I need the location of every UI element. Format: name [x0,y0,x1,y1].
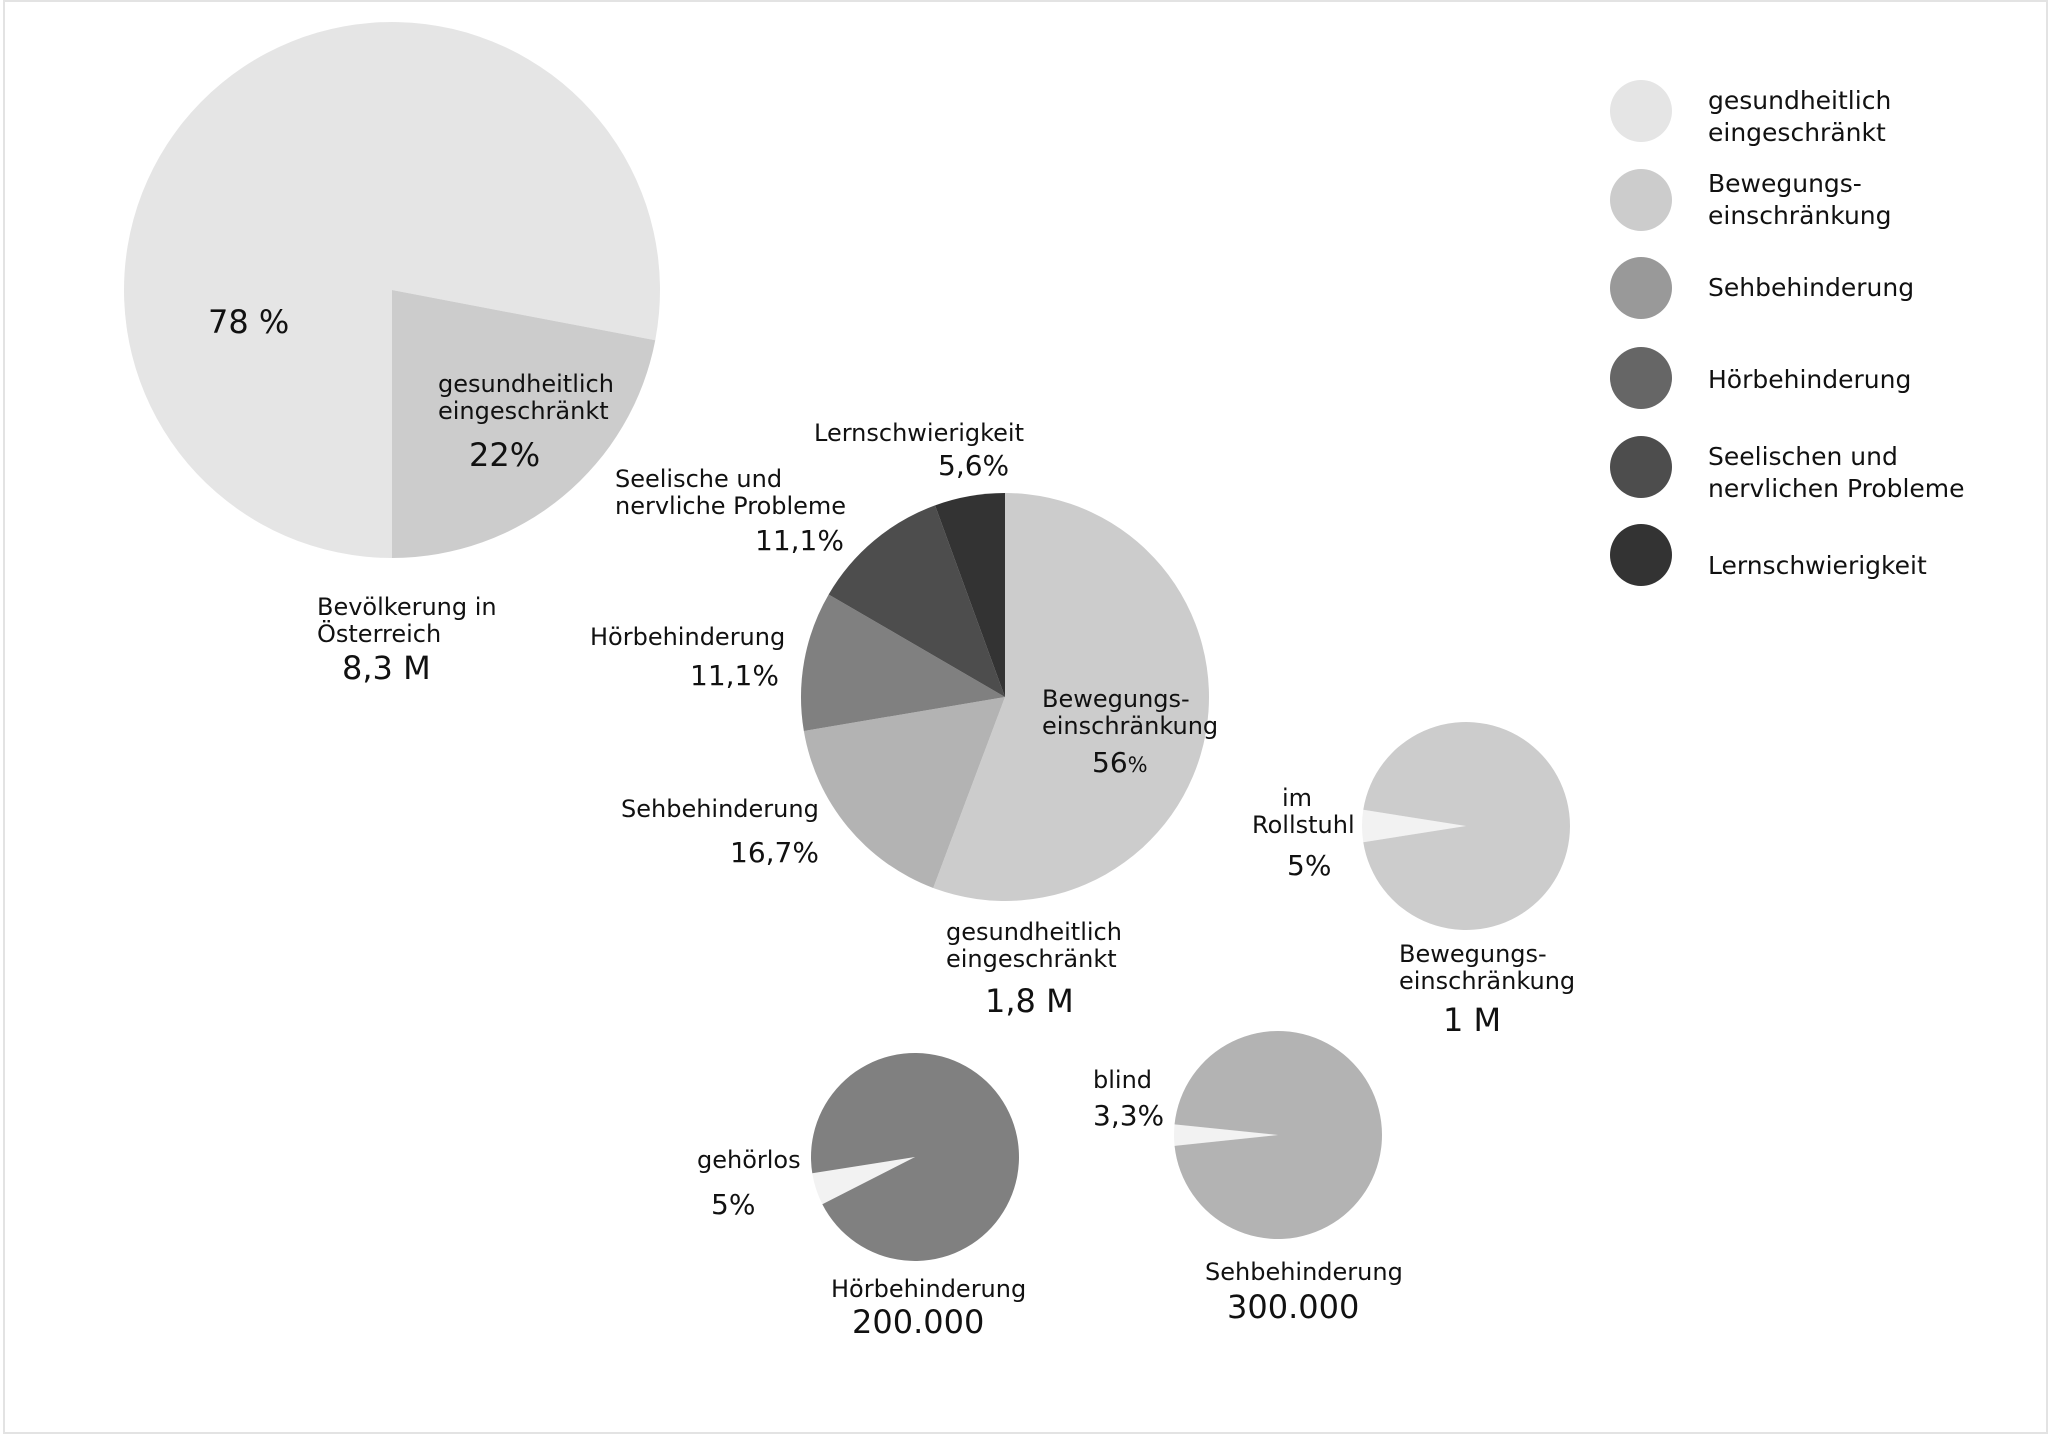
bewegung-value: 56% [1092,746,1148,779]
population-total-value: 8,3 M [342,649,431,687]
population-slice-value: 22% [469,436,540,474]
seelische-value: 11,1% [755,524,844,557]
legend-item-seelisch: Seelischen und nervlichen Probleme [1610,436,1965,503]
legend-label-line2: einschränkung [1708,201,1892,230]
population-slice-label-line1: gesundheitlich [438,370,614,398]
mobility-total-value: 1 M [1443,1001,1501,1039]
mobility-pie-slice-0 [1362,809,1466,843]
legend-item-bewegung: Bewegungs- einschränkung [1610,169,1892,231]
legend-item-hoerbehinderung: Hörbehinderung [1610,347,1911,409]
vision-total-value: 300.000 [1227,1288,1359,1326]
impaired-pie-slice-4 [935,493,1005,697]
population-slice-label-line2: eingeschränkt [438,397,609,425]
vision-labels: blind 3,3% Sehbehinderung 300.000 [1093,1066,1403,1326]
population-labels: 78 % gesundheitlich eingeschränkt 22% Be… [208,303,614,687]
legend-label-line2: nervlichen Probleme [1708,474,1965,503]
impaired-total-label-line2: eingeschränkt [946,945,1117,973]
legend-label-line1: Seelischen und [1708,442,1898,471]
mobility-total-label-line1: Bewegungs- [1399,940,1547,968]
gehoerlos-value: 5% [711,1188,755,1221]
population-total-label-line2: Österreich [317,619,441,648]
population-pie-slice-1 [392,290,656,558]
vision-total-label: Sehbehinderung [1205,1258,1403,1286]
impaired-pie-slice-3 [828,505,1005,697]
legend-label-line1: Bewegungs- [1708,169,1862,198]
chart-frame [3,0,2048,1434]
legend-item-sehbehinderung: Sehbehinderung [1610,257,1914,319]
legend-label-line1: Sehbehinderung [1708,273,1914,302]
hoerbehinderung-label: Hörbehinderung [590,623,785,651]
sehbehinderung-label: Sehbehinderung [621,795,819,823]
seelische-label-line2: nervliche Probleme [615,492,846,520]
rollstuhl-label-line2: Rollstuhl [1252,811,1355,839]
impaired-pie-slice-1 [803,697,1005,888]
hearing-pie-slice-0 [812,1157,915,1205]
legend-swatch [1610,80,1672,142]
lernschwierigkeit-value: 5,6% [938,449,1009,482]
rollstuhl-label-line1: im [1282,784,1312,812]
mobility-pie-slice-1 [1363,722,1570,931]
hearing-pie-slice-1 [810,1053,1019,1261]
legend-swatch [1610,436,1672,498]
mobility-labels: im Rollstuhl 5% Bewegungs- einschränkung… [1252,784,1575,1039]
legend-label-line1: gesundheitlich [1708,86,1891,115]
impaired-labels: Lernschwierigkeit 5,6% Seelische und ner… [590,419,1218,1020]
blind-value: 3,3% [1093,1099,1164,1132]
bewegung-label-line1: Bewegungs- [1042,685,1190,713]
impaired-pie-slice-2 [800,594,1005,731]
legend-swatch [1610,347,1672,409]
legend-label-line2: eingeschränkt [1708,118,1886,147]
population-pie-slice-0 [124,21,661,558]
vision-pie-slice-0 [1174,1124,1278,1146]
vision-pie-slice-1 [1174,1031,1382,1240]
mobility-total-label-line2: einschränkung [1399,967,1575,995]
bewegung-value-unit: % [1128,753,1148,777]
impaired-total-label-line1: gesundheitlich [946,918,1122,946]
legend-item-lernschwierigkeit: Lernschwierigkeit [1610,524,1927,586]
lernschwierigkeit-label: Lernschwierigkeit [814,419,1024,447]
pies-layer [124,21,1570,1261]
legend-swatch [1610,524,1672,586]
population-78-value: 78 % [208,303,289,341]
legend: gesundheitlich eingeschränkt Bewegungs- … [1610,80,1965,586]
hoerbehinderung-value: 11,1% [690,659,779,692]
population-total-label-line1: Bevölkerung in [317,593,497,621]
hearing-total-label: Hörbehinderung [831,1275,1026,1303]
legend-label-line1: Lernschwierigkeit [1708,551,1927,580]
sehbehinderung-value: 16,7% [730,836,819,869]
impaired-pie-slice-0 [933,493,1209,902]
hearing-labels: gehörlos 5% Hörbehinderung 200.000 [697,1146,1026,1341]
impaired-total-value: 1,8 M [985,982,1074,1020]
blind-label: blind [1093,1066,1152,1094]
legend-swatch [1610,257,1672,319]
rollstuhl-value: 5% [1287,849,1331,882]
hearing-total-value: 200.000 [852,1303,984,1341]
legend-item-gesundheitlich: gesundheitlich eingeschränkt [1610,80,1891,147]
gehoerlos-label: gehörlos [697,1146,801,1174]
legend-label-line1: Hörbehinderung [1708,365,1911,394]
seelische-label-line1: Seelische und [615,465,782,493]
bewegung-label-line2: einschränkung [1042,712,1218,740]
legend-swatch [1610,169,1672,231]
bewegung-value-number: 56 [1092,746,1128,779]
